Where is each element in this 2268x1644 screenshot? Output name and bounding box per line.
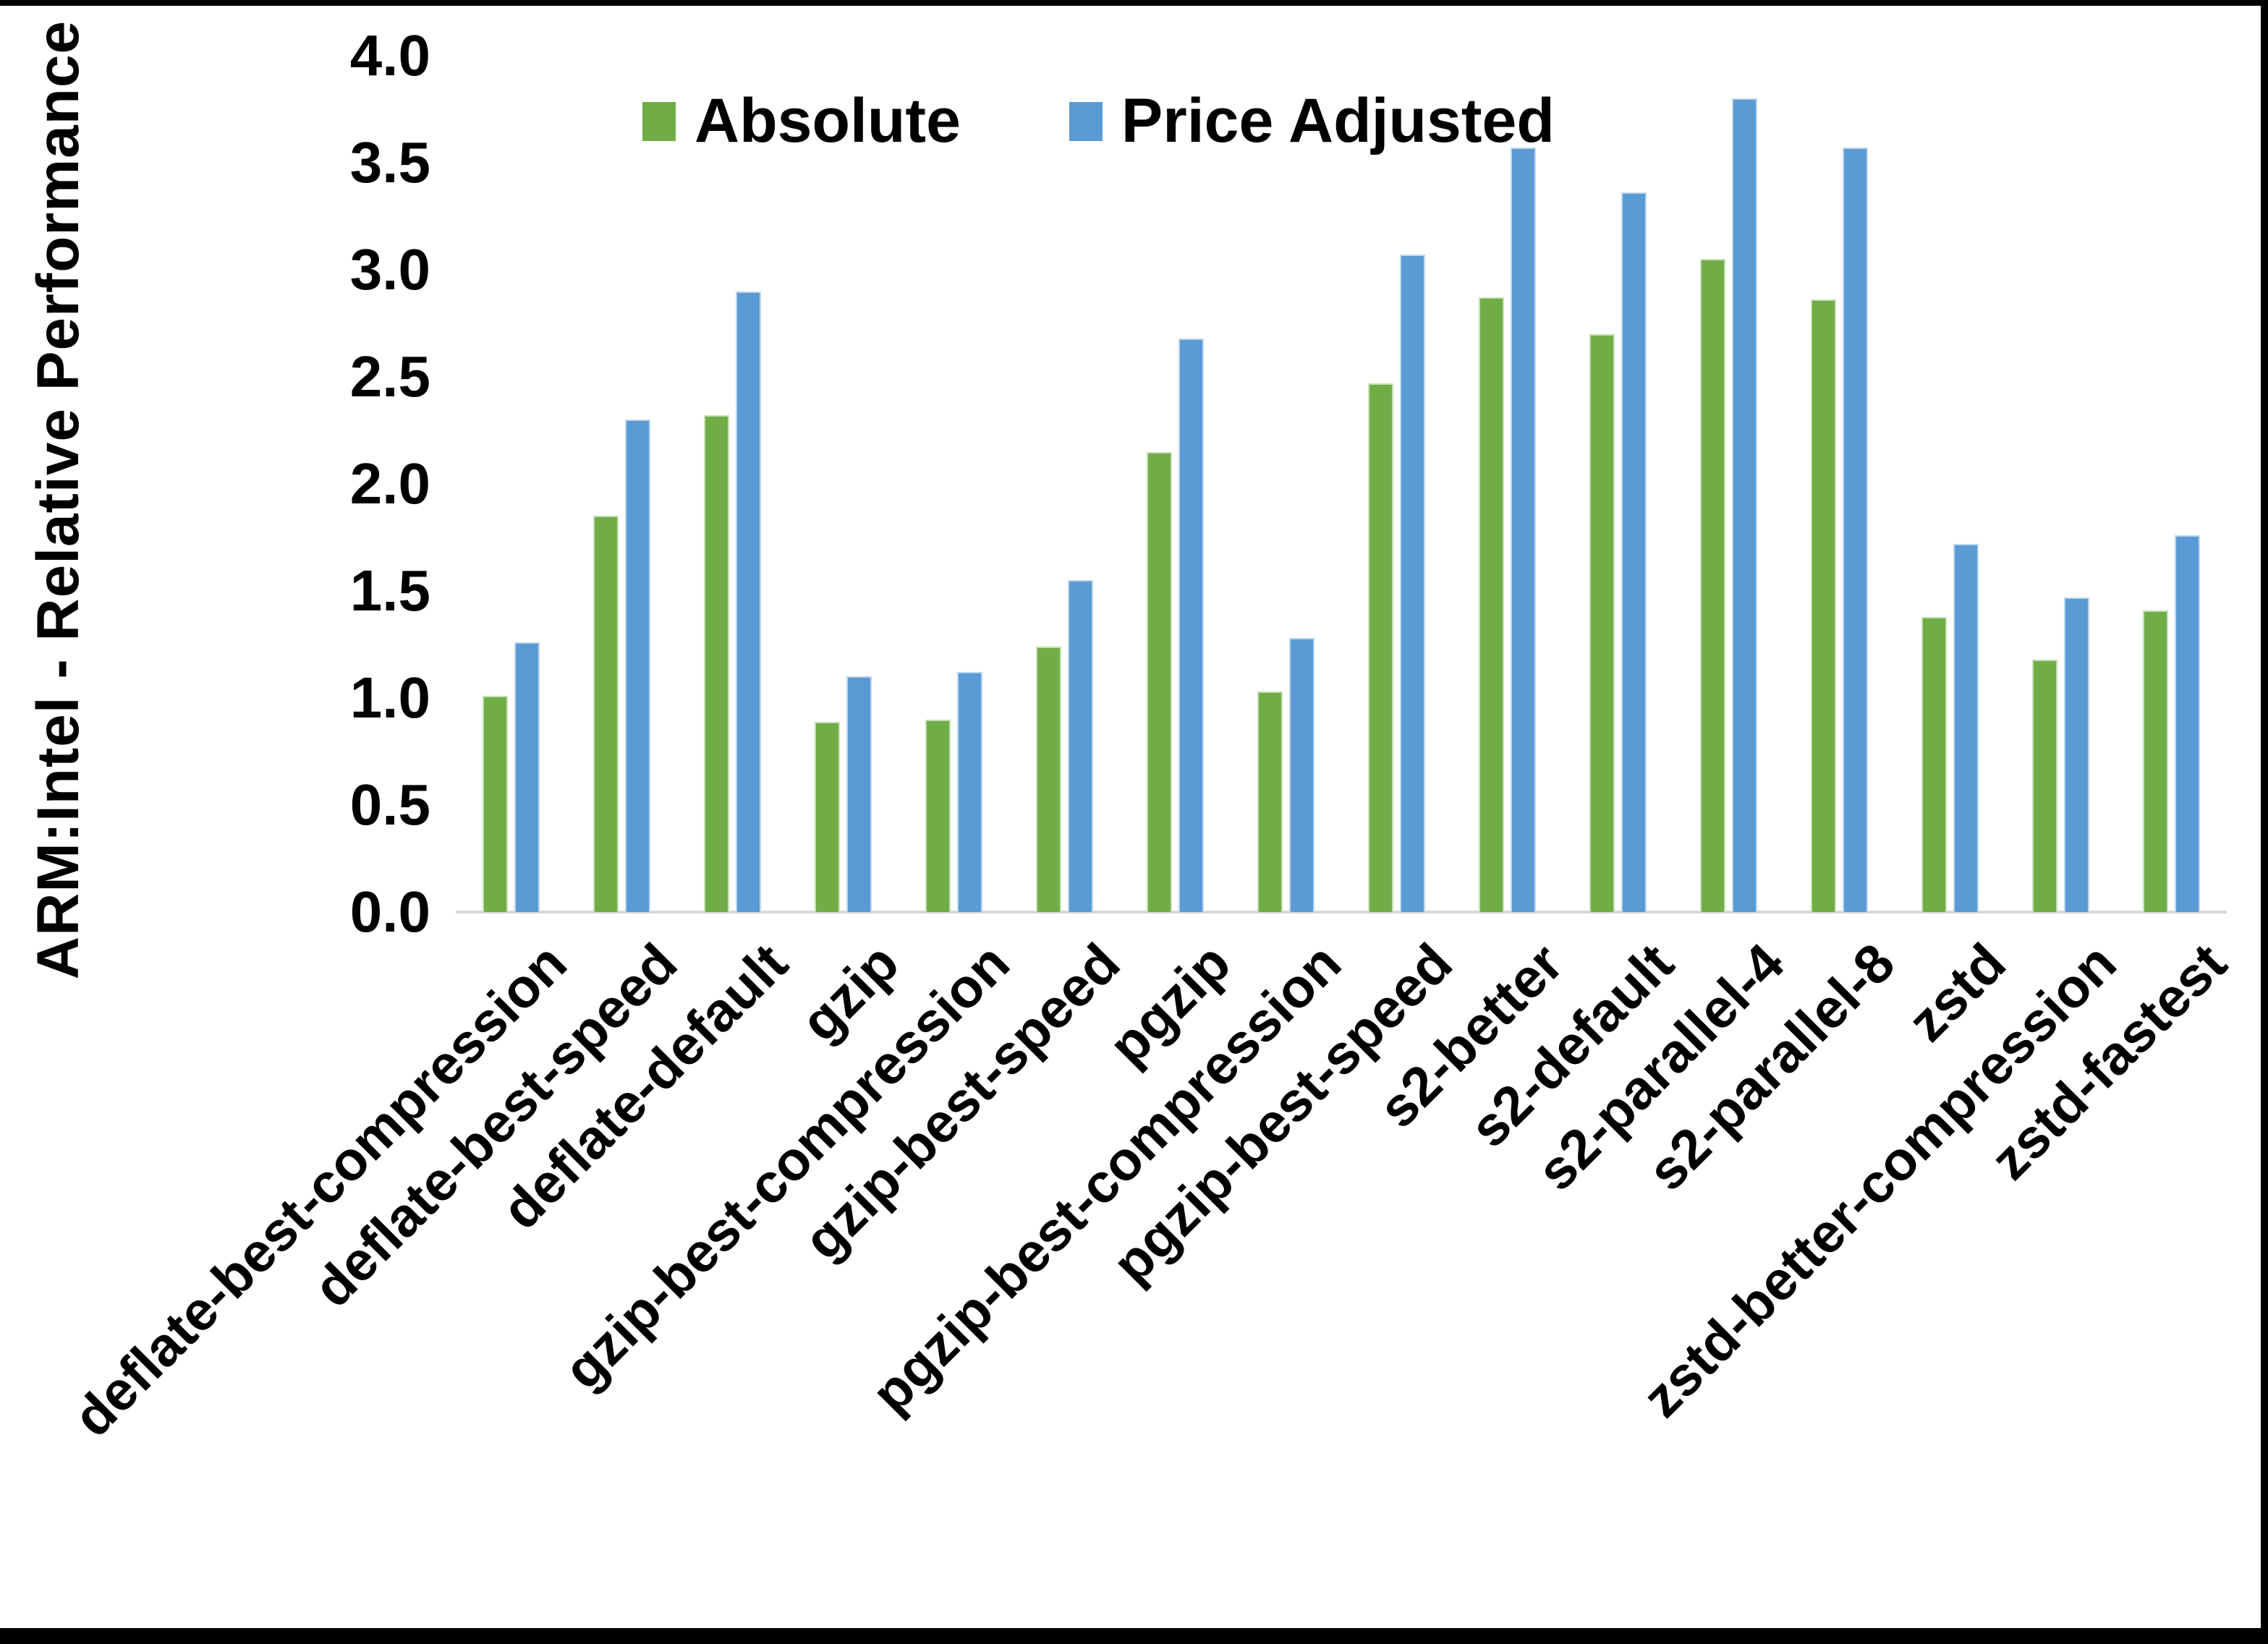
- bar-absolute-pgzip-best-compression: [1257, 691, 1283, 912]
- legend: Absolute Price Adjusted: [642, 85, 1555, 157]
- legend-swatch-price-adjusted-icon: [1069, 101, 1103, 141]
- bar-absolute-s2-parallel-8: [1811, 299, 1836, 912]
- legend-label-absolute: Absolute: [695, 86, 961, 156]
- bar-price-adjusted-zstd-better-compression: [2064, 597, 2089, 912]
- y-tick-label: 1.0: [349, 665, 430, 730]
- frame-top-border: [0, 0, 2268, 6]
- bar-absolute-gzip-best-speed: [1036, 647, 1061, 912]
- bar-absolute-zstd-better-compression: [2032, 660, 2057, 912]
- frame-bottom-border: [0, 1628, 2268, 1644]
- bar-absolute-gzip-best-compression: [925, 720, 951, 912]
- bar-price-adjusted-deflate-best-compression: [514, 642, 540, 912]
- legend-item-absolute: Absolute: [642, 85, 961, 157]
- bar-price-adjusted-deflate-best-speed: [625, 419, 650, 912]
- y-tick-label: 2.5: [349, 344, 430, 409]
- bar-absolute-s2-better: [1479, 297, 1504, 912]
- bar-price-adjusted-pgzip: [1178, 338, 1204, 912]
- bar-price-adjusted-gzip-best-speed: [1068, 580, 1093, 912]
- bar-price-adjusted-zstd-fastest: [2175, 535, 2200, 912]
- bar-price-adjusted-zstd: [1953, 544, 1979, 912]
- bar-price-adjusted-gzip: [846, 676, 872, 912]
- y-axis-title: ARM:Intel - Relative Performance: [25, 20, 91, 980]
- bar-price-adjusted-pgzip-best-compression: [1289, 638, 1314, 912]
- legend-swatch-absolute-icon: [642, 101, 676, 141]
- bar-absolute-zstd: [1921, 617, 1947, 912]
- bar-absolute-deflate-best-compression: [483, 696, 508, 912]
- bar-price-adjusted-deflate-default: [736, 291, 761, 912]
- bar-price-adjusted-pgzip-best-speed: [1400, 255, 1425, 912]
- y-tick-label: 0.0: [349, 880, 430, 944]
- y-tick-label: 2.0: [349, 451, 430, 516]
- frame-right-border: [2261, 0, 2268, 1644]
- legend-item-price-adjusted: Price Adjusted: [1069, 85, 1555, 157]
- bar-price-adjusted-s2-better: [1511, 148, 1536, 912]
- bar-price-adjusted-s2-default: [1621, 192, 1647, 912]
- bar-absolute-deflate-default: [704, 415, 729, 912]
- y-tick-label: 4.0: [349, 23, 430, 88]
- bar-absolute-s2-default: [1589, 334, 1615, 912]
- bar-absolute-s2-parallel-4: [1700, 259, 1725, 912]
- bar-price-adjusted-s2-parallel-8: [1843, 148, 1868, 912]
- bar-price-adjusted-s2-parallel-4: [1732, 98, 1757, 912]
- bar-absolute-zstd-fastest: [2143, 610, 2168, 912]
- y-tick-label: 3.0: [349, 237, 430, 302]
- bar-price-adjusted-gzip-best-compression: [957, 672, 982, 912]
- bar-absolute-pgzip: [1147, 452, 1172, 912]
- bar-absolute-gzip: [815, 722, 840, 912]
- legend-label-price-adjusted: Price Adjusted: [1121, 86, 1555, 156]
- y-tick-label: 0.5: [349, 772, 430, 837]
- bar-absolute-deflate-best-speed: [593, 516, 619, 912]
- y-tick-label: 1.5: [349, 558, 430, 623]
- x-axis-line: [456, 911, 2227, 913]
- y-tick-label: 3.5: [349, 130, 430, 195]
- bar-absolute-pgzip-best-speed: [1368, 383, 1393, 912]
